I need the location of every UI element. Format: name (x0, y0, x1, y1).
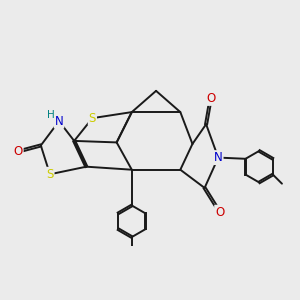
Text: O: O (14, 145, 23, 158)
Text: O: O (206, 92, 215, 105)
Text: H: H (46, 110, 54, 119)
Text: S: S (89, 112, 96, 125)
Text: N: N (55, 115, 63, 128)
Text: N: N (214, 151, 223, 164)
Text: O: O (215, 206, 224, 219)
Text: S: S (46, 168, 54, 181)
